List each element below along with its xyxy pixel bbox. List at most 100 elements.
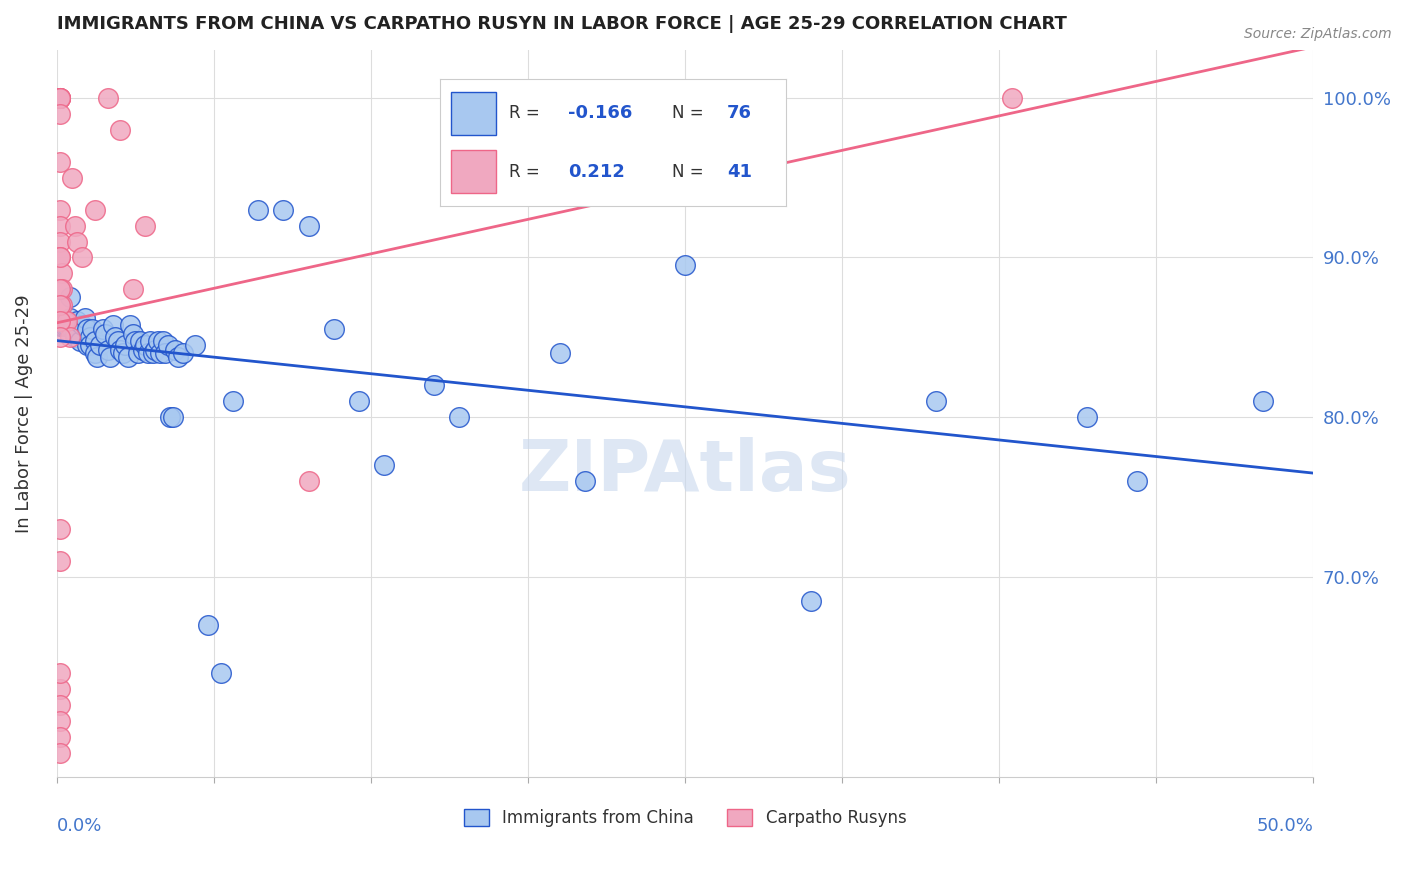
Point <box>59 311 82 326</box>
Point <box>49 154 72 169</box>
Point <box>49 698 72 712</box>
Point <box>53 319 76 334</box>
Point <box>172 346 194 360</box>
Point <box>101 318 124 332</box>
Point <box>49 319 72 334</box>
Y-axis label: In Labor Force | Age 25-29: In Labor Force | Age 25-29 <box>15 294 32 533</box>
Point <box>108 122 131 136</box>
Point <box>673 259 696 273</box>
Point <box>129 334 152 348</box>
Point <box>152 334 174 348</box>
Point <box>63 327 86 342</box>
Point <box>120 318 142 332</box>
Point <box>104 330 127 344</box>
Text: 50.0%: 50.0% <box>1257 816 1313 835</box>
Point <box>49 681 72 696</box>
Point <box>53 319 76 334</box>
Point <box>49 235 72 249</box>
Point <box>347 394 370 409</box>
Point <box>117 350 139 364</box>
Point <box>121 282 143 296</box>
Point <box>1001 91 1024 105</box>
Point <box>84 334 107 348</box>
Legend: Immigrants from China, Carpatho Rusyns: Immigrants from China, Carpatho Rusyns <box>457 802 914 834</box>
Point <box>1251 394 1274 409</box>
Point <box>66 235 89 249</box>
Point <box>1076 410 1098 425</box>
Point <box>297 219 319 233</box>
Point <box>548 346 571 360</box>
Point <box>79 338 101 352</box>
Point <box>297 474 319 488</box>
Point <box>149 346 172 360</box>
Point <box>574 474 596 488</box>
Text: Source: ZipAtlas.com: Source: ZipAtlas.com <box>1244 27 1392 41</box>
Point <box>63 330 86 344</box>
Point <box>49 202 72 217</box>
Point <box>134 219 156 233</box>
Point <box>167 350 190 364</box>
Point <box>98 350 121 364</box>
Point <box>136 346 159 360</box>
Point <box>63 219 86 233</box>
Point <box>76 338 98 352</box>
Point <box>49 251 72 265</box>
Point <box>96 91 118 105</box>
Point <box>89 338 111 352</box>
Point <box>84 346 107 360</box>
Point <box>49 91 72 105</box>
Point <box>94 327 117 342</box>
Point <box>49 330 72 344</box>
Point <box>449 410 471 425</box>
Point <box>49 282 72 296</box>
Point <box>51 282 73 296</box>
Point <box>247 202 270 217</box>
Point <box>49 665 72 680</box>
Point <box>49 746 72 760</box>
Point <box>162 410 184 425</box>
Point <box>139 334 162 348</box>
Point <box>800 594 823 608</box>
Point <box>51 319 73 334</box>
Point <box>373 458 395 472</box>
Point <box>60 170 83 185</box>
Point <box>56 319 79 334</box>
Text: ZIPAtlas: ZIPAtlas <box>519 437 852 506</box>
Point <box>96 343 118 358</box>
Point <box>72 251 94 265</box>
Point <box>197 618 219 632</box>
Point <box>1126 474 1149 488</box>
Point <box>107 334 129 348</box>
Point <box>114 338 136 352</box>
Point <box>79 330 101 344</box>
Point <box>72 318 94 332</box>
Point <box>146 334 169 348</box>
Point <box>49 91 72 105</box>
Point <box>156 338 179 352</box>
Point <box>49 314 72 328</box>
Point <box>132 343 155 358</box>
Point <box>49 298 72 312</box>
Point <box>51 298 73 312</box>
Point <box>53 314 76 328</box>
Point <box>184 338 207 352</box>
Point <box>60 319 83 334</box>
Point <box>142 346 165 360</box>
Point <box>165 343 187 358</box>
Point <box>121 327 143 342</box>
Point <box>59 330 82 344</box>
Point <box>86 350 108 364</box>
Point <box>69 334 91 348</box>
Point <box>49 91 72 105</box>
Point <box>66 314 89 328</box>
Point <box>49 219 72 233</box>
Point <box>111 346 134 360</box>
Point <box>159 410 181 425</box>
Point <box>273 202 295 217</box>
Point <box>49 251 72 265</box>
Point <box>91 322 114 336</box>
Point <box>76 322 98 336</box>
Point <box>127 346 149 360</box>
Point <box>56 314 79 328</box>
Point <box>60 322 83 336</box>
